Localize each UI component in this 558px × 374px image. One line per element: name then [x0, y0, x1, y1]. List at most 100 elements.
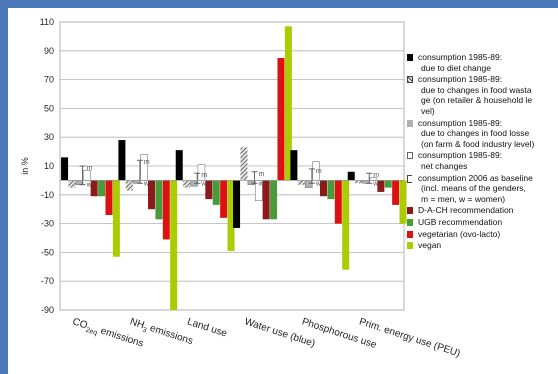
bar	[75, 180, 84, 186]
y-tick-label: -30	[41, 219, 54, 229]
legend-label-line: vegan	[418, 240, 442, 251]
bar	[277, 58, 285, 181]
legend-label-line: (on farm & food industry level)	[421, 138, 535, 149]
range-label-women: w	[315, 180, 322, 187]
bar	[183, 180, 191, 188]
legend-swatch	[407, 218, 413, 226]
range-label-women: w	[143, 180, 150, 187]
legend-swatch	[407, 174, 412, 183]
legend-item: consumption 1985-89: due to changes in fo…	[406, 118, 558, 150]
bar	[334, 180, 342, 224]
bar	[155, 180, 163, 220]
bar	[212, 180, 220, 205]
legend-label-line: consumption 1985-89:	[418, 150, 503, 161]
y-tick-label: -50	[41, 247, 54, 257]
range-label-women: w	[200, 180, 207, 187]
legend-label-line: vegetarian (ovo-lacto)	[418, 228, 501, 239]
bar	[118, 140, 126, 181]
range-label-men: m	[259, 171, 265, 178]
chart-legend: consumption 1985-89: due to diet change co…	[406, 52, 558, 252]
legend-label-line: due to changes in food wasta	[421, 84, 532, 95]
range-label-men: m	[316, 168, 322, 175]
chart-frame: 110 90 70 50 30 10 -10 -30 -50 -70 -90 in % m w CO2eq …	[8, 8, 558, 374]
bar	[227, 180, 235, 251]
x-category-label: Prim. energy use (PEU)	[358, 316, 462, 359]
y-tick-label: 110	[40, 17, 54, 27]
legend-swatch	[407, 76, 413, 84]
y-axis-title: in %	[20, 157, 30, 175]
legend-item: consumption 2006 as baseline (incl. means…	[406, 173, 558, 205]
bar	[297, 180, 305, 185]
x-category-subscript: 3	[142, 327, 148, 335]
bar	[220, 180, 228, 218]
x-category-text: Prim. energy use (PEU)	[358, 316, 462, 359]
y-tick-label: -90	[41, 305, 54, 315]
range-label-women: w	[258, 180, 265, 187]
legend-label-line: UGB recommendation	[418, 216, 503, 227]
range-label-men: m	[373, 172, 379, 179]
bar	[125, 180, 133, 191]
legend-label-line: (incl. means of the genders,	[421, 183, 526, 194]
legend-item: consumption 1985-89: due to changes in fo…	[406, 74, 558, 116]
legend-label-line: D-A-CH recommendation	[418, 205, 514, 216]
bar	[162, 180, 170, 240]
bar	[262, 180, 270, 220]
range-label-women: w	[86, 182, 93, 189]
legend-label-line: ge (on retailer & household le	[421, 95, 533, 106]
legend-swatch	[407, 152, 413, 160]
y-tick-label: 90	[44, 46, 54, 56]
bar	[170, 180, 178, 310]
legend-label-line: m = men, w = women)	[421, 193, 506, 204]
legend-label-line: consumption 2006 as baseline	[418, 172, 533, 183]
legend-label-line: due to diet change	[421, 62, 491, 73]
range-label-men: m	[201, 172, 207, 179]
bar	[175, 150, 183, 181]
bar	[247, 180, 256, 186]
bar	[342, 180, 350, 270]
bar	[347, 171, 355, 181]
legend-label-line: net changes	[421, 160, 468, 171]
bar	[284, 26, 292, 181]
bar	[355, 180, 363, 184]
y-tick-label: 30	[44, 132, 54, 142]
bar	[240, 147, 248, 181]
legend-item: consumption 1985-89: due to diet change	[406, 52, 558, 73]
bar	[233, 180, 241, 228]
range-label-men: m	[87, 165, 93, 172]
legend-label-line: consumption 1985-89:	[418, 74, 503, 85]
bar	[105, 180, 113, 215]
y-tick-label: -70	[41, 276, 54, 286]
bar	[392, 180, 400, 205]
bar	[112, 180, 120, 257]
legend-label-line: due to changes in food losse	[421, 128, 530, 139]
bar	[377, 180, 385, 192]
x-category-text: NH	[128, 316, 145, 331]
x-category-subscript: 2eq	[85, 327, 98, 337]
y-tick-label: 10	[44, 161, 54, 171]
legend-swatch	[407, 119, 413, 127]
bar	[399, 180, 407, 224]
bar	[304, 180, 313, 188]
legend-label-line: vel)	[421, 105, 435, 116]
legend-item: UGB recommendation	[406, 217, 558, 228]
bar	[320, 180, 327, 197]
bar	[61, 157, 69, 181]
bar	[270, 180, 278, 220]
legend-swatch	[407, 230, 413, 238]
bar	[384, 180, 392, 188]
legend-item: consumption 1985-89: net changes	[406, 150, 558, 171]
bar	[90, 180, 98, 197]
legend-item: vegetarian (ovo-lacto)	[406, 229, 558, 240]
y-tick-label: -10	[41, 190, 54, 200]
bar	[148, 180, 155, 210]
y-tick-label: 70	[44, 75, 54, 85]
y-tick-label: 50	[44, 103, 54, 113]
legend-swatch	[407, 207, 413, 215]
legend-swatch	[407, 242, 413, 250]
legend-item: vegan	[406, 240, 558, 251]
bar	[327, 180, 335, 200]
bar	[98, 180, 106, 197]
x-category-text: CO	[71, 316, 89, 331]
legend-label-line: consumption 1985-89:	[418, 52, 503, 62]
